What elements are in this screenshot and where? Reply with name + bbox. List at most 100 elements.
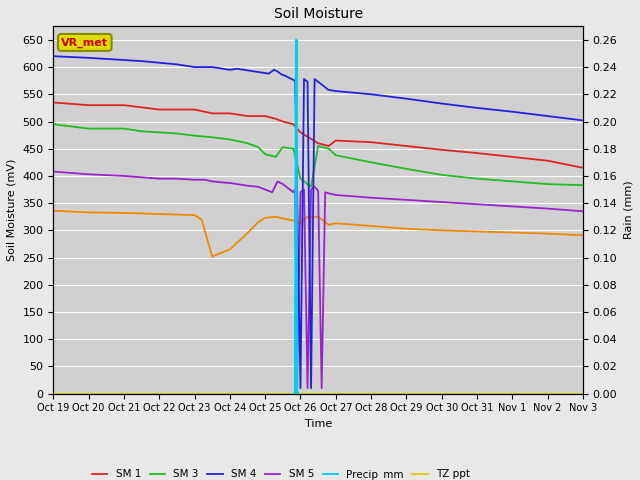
SM 3 [226,137,234,143]
SM 2 [198,216,205,222]
SM 2 [120,210,128,216]
SM 2 [325,222,333,228]
SM 5 [311,184,319,190]
SM 5 [191,177,198,182]
TZ ppt [49,391,57,396]
SM 4 [314,79,322,84]
SM 2 [508,229,516,235]
SM 5 [332,192,340,198]
SM 5 [49,168,57,174]
SM 3 [307,184,315,190]
SM 5 [282,184,290,190]
Text: VR_met: VR_met [61,37,108,48]
SM 2 [314,214,322,220]
SM 3 [579,182,587,188]
TZ ppt [508,391,516,396]
TZ ppt [261,391,269,396]
SM 5 [233,181,241,187]
Precip_mm [291,391,299,396]
SM 4 [277,72,285,77]
SM 4 [579,118,587,123]
SM 2 [191,212,198,218]
TZ ppt [367,391,375,396]
SM 5 [307,187,315,192]
SM 4 [321,84,329,90]
Title: Soil Moisture: Soil Moisture [273,7,363,21]
Line: SM 4: SM 4 [53,56,583,388]
TZ ppt [85,391,93,396]
SM 4 [300,76,308,82]
Precip_mm [293,391,301,396]
SM 5 [403,197,410,203]
Y-axis label: Soil Moisture (mV): Soil Moisture (mV) [7,159,17,261]
SM 2 [226,247,234,252]
SM 1 [279,119,287,124]
SM 1 [508,154,516,160]
SM 4 [219,66,227,72]
SM 5 [304,385,312,391]
SM 4 [544,113,552,119]
SM 5 [173,176,180,181]
SM 3 [272,154,280,160]
TZ ppt [403,391,410,396]
SM 5 [321,190,329,195]
SM 3 [244,140,252,146]
SM 2 [209,253,216,259]
SM 4 [304,79,312,84]
SM 3 [279,144,287,150]
SM 2 [304,214,312,220]
SM 5 [254,184,262,190]
SM 5 [268,190,276,195]
SM 4 [226,67,234,72]
SM 5 [325,191,333,196]
Line: SM 5: SM 5 [53,171,583,388]
SM 5 [318,385,326,391]
SM 4 [288,76,296,82]
SM 4 [102,56,110,62]
SM 2 [49,208,57,214]
SM 5 [286,187,294,192]
SM 1 [156,107,163,112]
SM 1 [120,102,128,108]
SM 1 [473,150,481,156]
SM 2 [438,228,445,233]
SM 4 [307,385,315,391]
SM 1 [226,110,234,116]
SM 5 [120,173,128,179]
SM 1 [272,116,280,121]
SM 4 [198,64,205,70]
SM 4 [508,109,516,115]
SM 3 [49,121,57,127]
Precip_mm [294,391,301,396]
TZ ppt [438,391,445,396]
Legend: SM 1, SM 2, SM 3, SM 4, SM 5, Precip_mm, TZ ppt: SM 1, SM 2, SM 3, SM 4, SM 5, Precip_mm,… [88,465,474,480]
SM 5 [438,199,445,205]
SM 2 [279,216,287,221]
SM 4 [367,91,375,97]
SM 4 [138,58,145,64]
SM 2 [579,232,587,238]
SM 4 [318,82,326,87]
Y-axis label: Rain (mm): Rain (mm) [623,180,633,239]
SM 3 [261,151,269,157]
SM 4 [311,76,319,82]
SM 5 [544,206,552,212]
TZ ppt [191,391,198,396]
SM 5 [279,181,287,187]
SM 5 [85,171,93,177]
SM 3 [314,143,322,149]
SM 2 [544,231,552,237]
SM 5 [289,190,297,195]
SM 2 [156,211,163,217]
SM 2 [272,214,280,220]
SM 5 [261,187,269,192]
SM 4 [251,69,259,74]
TZ ppt [579,391,587,396]
SM 3 [254,144,262,150]
SM 1 [367,139,375,145]
SM 5 [473,201,481,207]
SM 3 [138,129,145,134]
SM 3 [403,166,410,172]
X-axis label: Time: Time [305,419,332,429]
SM 3 [237,139,244,144]
